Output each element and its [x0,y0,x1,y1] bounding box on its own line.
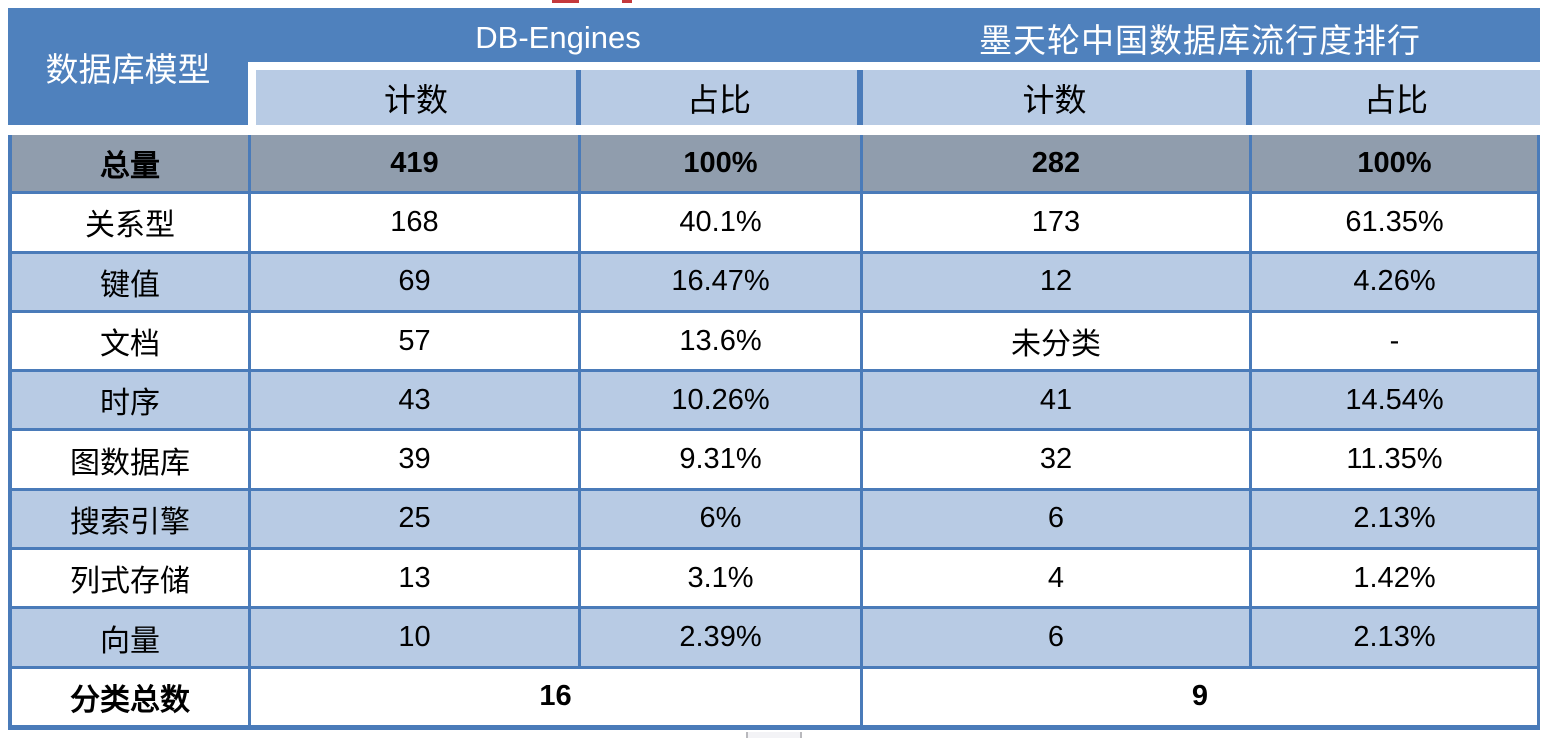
modb-pct-cell: 2.13% [1252,609,1537,666]
cropped-red-text-fragment [622,0,632,3]
table-header: DB-Engines 墨天轮中国数据库流行度排行 数据库模型 计数 占比 计数 … [8,8,1540,135]
modb-count-cell: 32 [863,431,1249,488]
row-label-cell: 总量 [12,135,248,192]
db-count-cell: 69 [251,253,578,310]
cropped-red-text-fragment [552,0,579,3]
db-count-column-header: 计数 [256,70,576,125]
modb-count-cell: 12 [863,253,1249,310]
table-body: 总量 419 100% 282 100% 关系型 168 40.1% 173 6… [8,135,1540,730]
row-label-cell: 时序 [12,372,248,429]
header-divider [576,70,581,125]
horizontal-scrollbar-thumb[interactable] [746,732,802,738]
db-count-cell: 57 [251,312,578,370]
source-header-db-engines: DB-Engines [475,20,641,55]
row-label-cell: 键值 [12,253,248,310]
row-label-cell: 图数据库 [12,431,248,488]
db-category-total-cell: 16 [251,668,860,725]
db-count-cell: 13 [251,550,578,607]
modb-count-cell: 6 [863,609,1249,666]
db-pct-cell: 9.31% [581,431,860,488]
header-top-bar: DB-Engines 墨天轮中国数据库流行度排行 [8,8,1540,62]
modb-count-cell: 未分类 [863,312,1249,370]
modb-count-cell: 173 [863,194,1249,251]
db-pct-cell: 6% [581,490,860,548]
db-pct-cell: 10.26% [581,372,860,429]
row-label-cell: 关系型 [12,194,248,251]
db-count-cell: 25 [251,490,578,548]
source-header-modb: 墨天轮中国数据库流行度排行 [979,22,1421,59]
row-label-cell: 文档 [12,312,248,370]
db-pct-cell: 40.1% [581,194,860,251]
modb-pct-cell: 4.26% [1252,253,1537,310]
model-column-header: 数据库模型 [8,8,248,125]
modb-count-column-header: 计数 [863,70,1246,125]
comparison-table: DB-Engines 墨天轮中国数据库流行度排行 数据库模型 计数 占比 计数 … [8,8,1540,730]
header-divider [1246,70,1252,125]
modb-pct-cell: 61.35% [1252,194,1537,251]
modb-pct-cell: - [1252,312,1537,370]
modb-pct-cell: 11.35% [1252,431,1537,488]
db-pct-cell: 2.39% [581,609,860,666]
db-count-cell: 10 [251,609,578,666]
modb-count-cell: 4 [863,550,1249,607]
modb-pct-cell: 2.13% [1252,490,1537,548]
row-label-cell: 列式存储 [12,550,248,607]
db-count-cell: 39 [251,431,578,488]
db-count-cell: 419 [251,135,578,192]
modb-pct-cell: 1.42% [1252,550,1537,607]
modb-count-cell: 41 [863,372,1249,429]
modb-pct-cell: 14.54% [1252,372,1537,429]
db-count-cell: 43 [251,372,578,429]
row-label-cell: 向量 [12,609,248,666]
header-divider [857,70,863,125]
db-pct-cell: 100% [581,135,860,192]
db-count-cell: 168 [251,194,578,251]
db-pct-column-header: 占比 [581,70,857,125]
db-pct-cell: 13.6% [581,312,860,370]
db-pct-cell: 16.47% [581,253,860,310]
footer-label-cell: 分类总数 [12,668,248,725]
db-pct-cell: 3.1% [581,550,860,607]
modb-category-total-cell: 9 [863,668,1537,725]
modb-count-cell: 282 [863,135,1249,192]
modb-count-cell: 6 [863,490,1249,548]
modb-pct-cell: 100% [1252,135,1537,192]
row-label-cell: 搜索引擎 [12,490,248,548]
modb-pct-column-header: 占比 [1252,70,1540,125]
